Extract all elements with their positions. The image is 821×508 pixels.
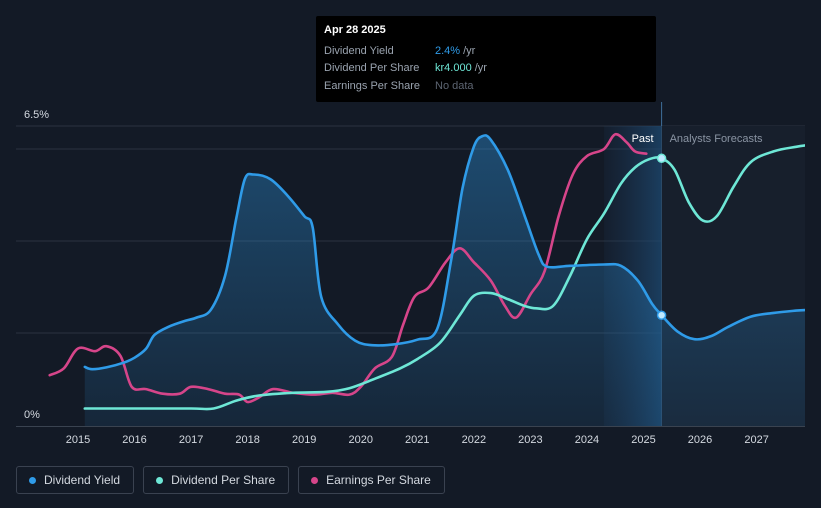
legend-dot-icon: [156, 476, 164, 484]
y-tick-label: 6.5%: [24, 109, 49, 121]
legend-label: Earnings Per Share: [326, 473, 431, 487]
legend-item-dividend-yield[interactable]: Dividend Yield: [16, 466, 135, 494]
legend-item-earnings-per-share[interactable]: Earnings Per Share: [298, 466, 445, 494]
tooltip-unit: /yr: [474, 62, 487, 75]
dividend-yield-area: [84, 135, 805, 426]
tooltip-date: Apr 28 2025: [324, 24, 386, 36]
legend: Dividend Yield Dividend Per Share Earnin…: [16, 466, 445, 494]
x-tick-label: 2024: [575, 434, 599, 446]
tooltip-row-earnings-per-share: Earnings Per Share No data: [324, 77, 648, 95]
tooltip-value: 2.4%: [435, 44, 461, 57]
legend-label: Dividend Yield: [44, 473, 121, 487]
earnings-per-share-line: [48, 132, 648, 404]
x-tick-label: 2016: [122, 434, 146, 446]
tooltip-unit: /yr: [463, 44, 476, 57]
x-tick-label: 2017: [179, 434, 203, 446]
forecast-label: Analysts Forecasts: [670, 133, 763, 145]
x-tick-label: 2021: [405, 434, 429, 446]
dividend-per-share-line: [83, 144, 805, 411]
x-tick-label: 2018: [235, 434, 259, 446]
x-tick-label: 2026: [688, 434, 712, 446]
tooltip: Apr 28 2025 Dividend Yield 2.4% /yr Divi…: [316, 16, 656, 102]
y-tick-label: 0%: [24, 409, 40, 421]
x-tick-label: 2020: [349, 434, 373, 446]
x-tick-label: 2022: [462, 434, 486, 446]
chart: 0% 6.5% 2015 2016 2017 2018 2019 2020 2021 2022 20…: [16, 102, 805, 446]
legend-label: Dividend Per Share: [171, 473, 276, 487]
legend-item-dividend-per-share[interactable]: Dividend Per Share: [143, 466, 290, 494]
tooltip-row-dividend-per-share: Dividend Per Share kr4.000 /yr: [324, 60, 648, 78]
tooltip-value: kr4.000: [435, 62, 472, 75]
tooltip-label: Earnings Per Share: [324, 79, 420, 92]
tooltip-label: Dividend Per Share: [324, 62, 420, 75]
x-tick-label: 2015: [66, 434, 90, 446]
x-tick-label: 2019: [292, 434, 316, 446]
legend-dot-icon: [29, 476, 36, 484]
x-tick-label: 2025: [631, 434, 655, 446]
x-tick-label: 2027: [744, 434, 768, 446]
legend-dot-icon: [311, 476, 319, 484]
past-label: Past: [632, 133, 654, 145]
tooltip-label: Dividend Yield: [324, 44, 394, 57]
x-tick-label: 2023: [518, 434, 542, 446]
tooltip-row-dividend-yield: Dividend Yield 2.4% /yr: [324, 42, 648, 60]
dividend-per-share-marker: [656, 153, 667, 164]
dividend-yield-marker: [656, 310, 667, 320]
tooltip-value: No data: [435, 79, 474, 92]
plot-area: [48, 132, 805, 426]
